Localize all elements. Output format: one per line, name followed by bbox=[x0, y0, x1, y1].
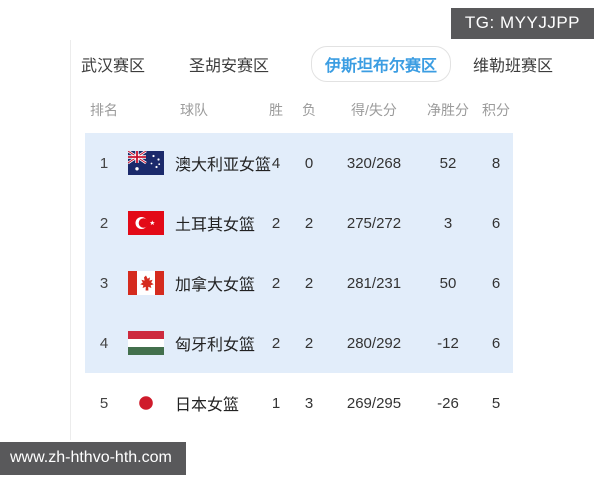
losses-cell: 2 bbox=[304, 214, 314, 232]
score-cell: 275/272 bbox=[346, 214, 402, 232]
rank-cell: 3 bbox=[99, 274, 109, 292]
losses-cell: 2 bbox=[304, 274, 314, 292]
team-name: 日本女篮 bbox=[175, 397, 240, 414]
header-losses: 负 bbox=[302, 102, 316, 118]
header-score: 得/失分 bbox=[351, 102, 397, 118]
wins-cell: 4 bbox=[271, 154, 281, 172]
qualified-rows-highlight-block: 1 澳大利亚女篮 4 0 320/268 52 8 2 土耳其女篮 2 2 275/272 3 6 3 加拿大… bbox=[85, 133, 513, 373]
tab-region-3-selected[interactable]: 伊斯坦布尔赛区 bbox=[311, 46, 452, 82]
team-name: 加拿大女篮 bbox=[175, 277, 256, 294]
rank-cell: 4 bbox=[99, 334, 109, 352]
diff-cell: 52 bbox=[439, 154, 457, 172]
losses-cell: 2 bbox=[304, 334, 314, 352]
turkey-flag-icon bbox=[123, 211, 169, 235]
diff-cell: 3 bbox=[443, 214, 453, 232]
losses-cell: 3 bbox=[304, 394, 314, 412]
tab-region-4[interactable]: 维勒班赛区 bbox=[473, 58, 554, 75]
table-row[interactable]: 5 日本女篮 1 3 269/295 -26 5 bbox=[85, 373, 513, 433]
wins-cell: 2 bbox=[271, 214, 281, 232]
wins-cell: 2 bbox=[271, 274, 281, 292]
table-row[interactable]: 3 加拿大女篮 2 2 281/231 50 6 bbox=[85, 253, 513, 313]
standings-card: 武汉赛区 圣胡安赛区 伊斯坦布尔赛区 维勒班赛区 排名 球队 胜 负 得/失分 净胜分… bbox=[70, 40, 553, 440]
canada-flag-icon bbox=[123, 271, 169, 295]
rank-cell: 2 bbox=[99, 214, 109, 232]
table-header-row: 排名 球队 胜 负 得/失分 净胜分 积分 bbox=[85, 95, 513, 125]
standings-rows: 1 澳大利亚女篮 4 0 320/268 52 8 2 土耳其女篮 2 2 275/272 3 6 3 加拿大… bbox=[85, 133, 513, 433]
tab-region-1[interactable]: 武汉赛区 bbox=[81, 58, 146, 75]
team-name: 匈牙利女篮 bbox=[175, 337, 256, 354]
japan-flag-icon bbox=[123, 391, 169, 415]
diff-cell: -26 bbox=[437, 394, 459, 412]
table-row[interactable]: 4 匈牙利女篮 2 2 280/292 -12 6 bbox=[85, 313, 513, 373]
table-row[interactable]: 2 土耳其女篮 2 2 275/272 3 6 bbox=[85, 193, 513, 253]
team-name: 土耳其女篮 bbox=[175, 217, 256, 234]
header-wins: 胜 bbox=[269, 102, 283, 118]
losses-cell: 0 bbox=[304, 154, 314, 172]
wins-cell: 1 bbox=[271, 394, 281, 412]
telegram-watermark-badge: TG: MYYJJPP bbox=[450, 8, 594, 39]
wins-cell: 2 bbox=[271, 334, 281, 352]
header-diff: 净胜分 bbox=[427, 102, 469, 118]
region-tabs: 武汉赛区 圣胡安赛区 伊斯坦布尔赛区 维勒班赛区 bbox=[79, 46, 553, 82]
header-points: 积分 bbox=[482, 102, 510, 118]
site-url-watermark-badge: www.zh-hthvo-hth.com bbox=[0, 442, 186, 475]
score-cell: 280/292 bbox=[346, 334, 402, 352]
rank-cell: 5 bbox=[99, 394, 109, 412]
score-cell: 269/295 bbox=[346, 394, 402, 412]
rank-cell: 1 bbox=[99, 154, 109, 172]
header-team: 球队 bbox=[180, 102, 208, 118]
table-row[interactable]: 1 澳大利亚女篮 4 0 320/268 52 8 bbox=[85, 133, 513, 193]
team-name: 澳大利亚女篮 bbox=[175, 157, 272, 174]
australia-flag-icon bbox=[123, 151, 169, 175]
header-rank: 排名 bbox=[90, 102, 118, 118]
diff-cell: -12 bbox=[437, 334, 459, 352]
points-cell: 6 bbox=[491, 274, 501, 292]
tab-region-2[interactable]: 圣胡安赛区 bbox=[189, 58, 270, 75]
score-cell: 281/231 bbox=[346, 274, 402, 292]
points-cell: 8 bbox=[491, 154, 501, 172]
points-cell: 5 bbox=[491, 394, 501, 412]
score-cell: 320/268 bbox=[346, 154, 402, 172]
diff-cell: 50 bbox=[439, 274, 457, 292]
hungary-flag-icon bbox=[123, 331, 169, 355]
points-cell: 6 bbox=[491, 334, 501, 352]
points-cell: 6 bbox=[491, 214, 501, 232]
